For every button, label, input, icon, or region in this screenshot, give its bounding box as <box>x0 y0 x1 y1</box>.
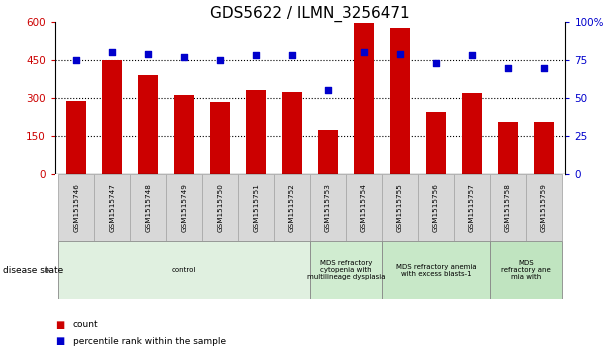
Point <box>71 57 81 63</box>
Bar <box>58 174 94 241</box>
Text: ■: ■ <box>55 320 64 330</box>
Text: control: control <box>172 268 196 273</box>
Text: GSM1515759: GSM1515759 <box>541 183 547 232</box>
Bar <box>166 174 202 241</box>
Point <box>323 87 333 93</box>
Bar <box>246 90 266 174</box>
Bar <box>102 60 122 174</box>
Bar <box>498 122 518 174</box>
Text: MDS
refractory ane
mia with: MDS refractory ane mia with <box>501 260 551 281</box>
Text: GSM1515756: GSM1515756 <box>433 183 439 232</box>
Text: count: count <box>73 321 98 329</box>
Point <box>215 57 225 63</box>
Bar <box>382 241 490 299</box>
Bar <box>310 241 382 299</box>
Bar <box>354 23 374 174</box>
Text: ■: ■ <box>55 336 64 346</box>
Bar <box>390 28 410 174</box>
FancyArrowPatch shape <box>46 269 49 272</box>
Point <box>108 49 117 55</box>
Text: GSM1515758: GSM1515758 <box>505 183 511 232</box>
Bar <box>282 92 302 174</box>
Text: MDS refractory anemia
with excess blasts-1: MDS refractory anemia with excess blasts… <box>396 264 476 277</box>
Point <box>503 65 513 70</box>
Text: GSM1515752: GSM1515752 <box>289 183 295 232</box>
Point <box>179 54 189 60</box>
Text: GSM1515754: GSM1515754 <box>361 183 367 232</box>
Point <box>287 52 297 58</box>
Text: GSM1515753: GSM1515753 <box>325 183 331 232</box>
Text: GSM1515749: GSM1515749 <box>181 183 187 232</box>
Text: MDS refractory
cytopenia with
multilineage dysplasia: MDS refractory cytopenia with multilinea… <box>307 260 385 281</box>
Title: GDS5622 / ILMN_3256471: GDS5622 / ILMN_3256471 <box>210 5 410 22</box>
Text: GSM1515755: GSM1515755 <box>397 183 403 232</box>
Bar <box>94 174 130 241</box>
Point <box>431 60 441 66</box>
Bar <box>174 95 194 174</box>
Point <box>143 51 153 57</box>
Text: GSM1515748: GSM1515748 <box>145 183 151 232</box>
Bar <box>462 93 482 174</box>
Bar <box>534 122 554 174</box>
Bar <box>490 241 562 299</box>
Bar <box>382 174 418 241</box>
Bar <box>238 174 274 241</box>
Text: disease state: disease state <box>3 266 63 275</box>
Point <box>251 52 261 58</box>
Text: percentile rank within the sample: percentile rank within the sample <box>73 337 226 346</box>
Bar <box>418 174 454 241</box>
Bar <box>526 174 562 241</box>
Bar <box>318 130 338 174</box>
Point <box>395 51 405 57</box>
Point <box>539 65 549 70</box>
Bar <box>202 174 238 241</box>
Text: GSM1515757: GSM1515757 <box>469 183 475 232</box>
Bar <box>139 75 158 174</box>
Text: GSM1515750: GSM1515750 <box>217 183 223 232</box>
Bar <box>310 174 346 241</box>
Bar <box>490 174 526 241</box>
Point <box>359 49 369 55</box>
Bar <box>58 241 310 299</box>
Bar <box>130 174 166 241</box>
Text: GSM1515746: GSM1515746 <box>74 183 79 232</box>
Point <box>467 52 477 58</box>
Bar <box>346 174 382 241</box>
Bar <box>66 101 86 174</box>
Bar <box>210 102 230 174</box>
Bar <box>426 112 446 174</box>
Text: GSM1515751: GSM1515751 <box>253 183 259 232</box>
Text: GSM1515747: GSM1515747 <box>109 183 116 232</box>
Bar <box>274 174 310 241</box>
Bar <box>454 174 490 241</box>
